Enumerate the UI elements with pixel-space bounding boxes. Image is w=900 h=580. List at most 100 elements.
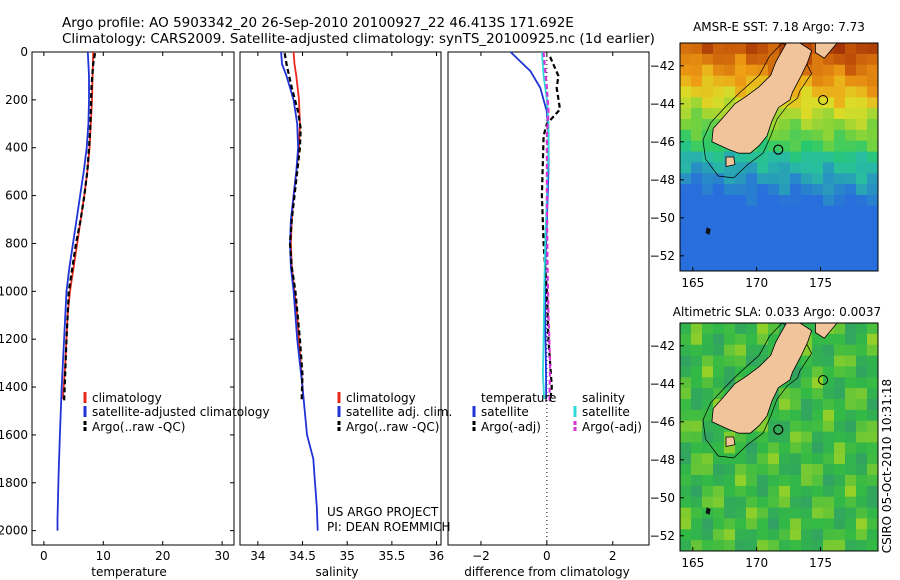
map-cell xyxy=(724,540,736,551)
map-cell xyxy=(834,388,846,400)
map-cell xyxy=(713,366,725,378)
map-cell xyxy=(812,173,824,185)
map-cell xyxy=(834,333,846,346)
map-cell xyxy=(757,420,769,433)
map-cell xyxy=(845,97,857,109)
series-line-temperature-argo-adj- xyxy=(540,56,562,402)
map-cell xyxy=(867,75,878,88)
chatham-rise-contour xyxy=(818,375,829,385)
map-cell xyxy=(834,323,846,335)
map-cell xyxy=(856,388,868,400)
bathymetry-contour xyxy=(702,323,813,459)
salinity-plot: 34 34.5 35 35.5 36 xyxy=(250,51,444,563)
map-cell xyxy=(812,344,824,357)
y-tick-label: −48 xyxy=(650,453,675,467)
map-cell xyxy=(867,162,878,174)
map-cell xyxy=(691,453,703,465)
map-cell xyxy=(724,485,736,498)
map-cell xyxy=(779,518,791,530)
map-cell xyxy=(812,377,824,389)
map-cell xyxy=(856,377,868,389)
map-cell xyxy=(856,540,868,551)
map-cell xyxy=(867,355,878,368)
map-cell xyxy=(735,431,747,444)
map-cell xyxy=(724,518,736,530)
map-cell xyxy=(724,323,736,335)
map-cell xyxy=(746,344,758,357)
map-cell xyxy=(735,355,747,368)
map-cell xyxy=(790,184,802,196)
map-cell xyxy=(735,507,747,520)
map-cell xyxy=(680,108,692,120)
map-cell xyxy=(812,485,824,498)
series-line-satellite-adjusted-climatology xyxy=(56,51,90,531)
map-cell xyxy=(856,551,868,563)
map-cell xyxy=(834,129,846,142)
map-cell xyxy=(856,151,868,164)
map-cell xyxy=(867,409,878,422)
map-cell xyxy=(724,216,736,229)
map-cell xyxy=(834,409,846,422)
map-cell xyxy=(790,249,802,261)
map-cell xyxy=(757,227,769,240)
map-cell xyxy=(768,129,780,142)
map-cell xyxy=(867,238,878,250)
map-cell xyxy=(713,205,725,218)
map-cell xyxy=(713,216,725,229)
map-cell xyxy=(713,162,725,174)
map-cell xyxy=(812,420,824,433)
map-cell xyxy=(790,151,802,164)
map-cell xyxy=(856,108,868,120)
map-cell xyxy=(812,366,824,378)
legend-label-climatology: climatology xyxy=(92,391,162,405)
map-cell xyxy=(713,260,725,271)
map-cell xyxy=(834,173,846,185)
map-cell xyxy=(757,162,769,174)
x-tick-label: 165 xyxy=(681,556,704,570)
map-cell xyxy=(757,140,769,153)
map-cell xyxy=(801,420,813,433)
map-cell xyxy=(856,453,868,465)
map-cell xyxy=(845,53,857,66)
map-cell xyxy=(823,238,835,250)
map-cell xyxy=(790,540,802,551)
map-cell xyxy=(702,238,714,250)
map-cell xyxy=(691,53,703,66)
map-cell xyxy=(713,333,725,346)
map-cell xyxy=(713,195,725,207)
map-cell xyxy=(680,409,692,422)
map-cell xyxy=(702,43,714,55)
map-cell xyxy=(680,464,692,476)
map-cell xyxy=(702,119,714,131)
map-cell xyxy=(713,518,725,530)
map-cell xyxy=(834,151,846,164)
map-cell xyxy=(856,195,868,207)
map-cell xyxy=(702,518,714,530)
map-cell xyxy=(768,195,780,207)
map-cell xyxy=(812,399,824,411)
map-cell xyxy=(834,184,846,196)
y-tick-label: 1400 xyxy=(0,380,28,394)
map-cell xyxy=(823,205,835,218)
map-cell xyxy=(823,529,835,541)
difference-panel-frame xyxy=(447,51,650,546)
map-cell xyxy=(735,323,747,335)
map-cell xyxy=(812,442,824,454)
map-cell xyxy=(779,529,791,541)
map-cell xyxy=(834,43,846,55)
map-cell xyxy=(823,129,835,142)
map-cell xyxy=(757,173,769,185)
map-cell xyxy=(823,195,835,207)
map-cell xyxy=(845,216,857,229)
map-cell xyxy=(779,496,791,509)
map-cell xyxy=(691,344,703,357)
map-cell xyxy=(779,184,791,196)
map-cell xyxy=(735,195,747,207)
map-cell xyxy=(801,475,813,487)
map-cell xyxy=(867,227,878,240)
map-cell xyxy=(845,119,857,131)
map-cell xyxy=(724,551,736,563)
map-cell xyxy=(768,216,780,229)
map-cell xyxy=(834,529,846,541)
map-cell xyxy=(768,518,780,530)
